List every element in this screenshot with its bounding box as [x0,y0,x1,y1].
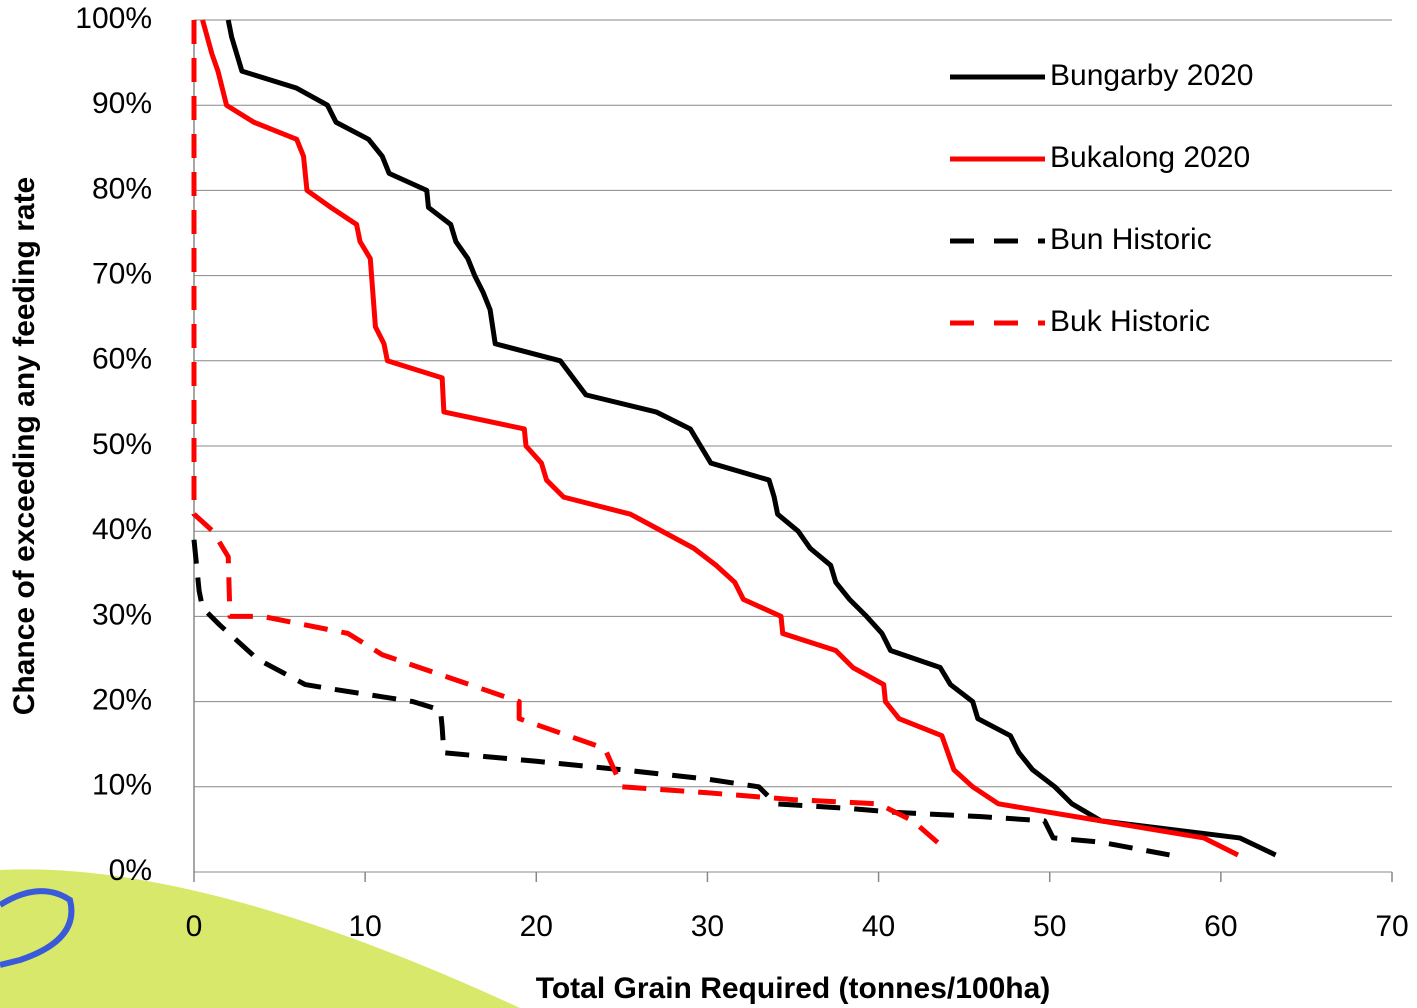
x-tick-label: 10 [348,910,381,943]
y-axis-title: Chance of exceeding any feeding rate [8,177,41,716]
series-line [225,19,1277,858]
y-tick-label: 90% [92,87,152,120]
x-tick-label: 0 [186,910,203,943]
legend-label: Bun Historic [1050,223,1212,256]
y-tick-label: 30% [92,598,152,631]
y-tick-label: 100% [75,2,152,35]
x-axis-title: Total Grain Required (tonnes/100ha) [536,972,1051,1005]
slide-scribble [0,888,75,968]
y-tick-label: 80% [92,172,152,205]
x-tick-label: 60 [1204,910,1237,943]
x-tick-label: 50 [1033,910,1066,943]
series-line [191,539,1170,858]
legend-label: Buk Historic [1050,305,1210,338]
y-tick-label: 10% [92,769,152,802]
y-tick-label: 60% [92,343,152,376]
x-tick-label: 20 [520,910,553,943]
legend-label: Bukalong 2020 [1050,141,1250,174]
x-tick-label: 70 [1375,910,1408,943]
series-line [191,20,949,853]
slide-decoration [0,869,520,1008]
x-tick-label: 40 [862,910,895,943]
y-tick-label: 0% [109,854,152,887]
x-tick-label: 30 [691,910,724,943]
y-tick-label: 40% [92,513,152,546]
y-tick-label: 70% [92,258,152,291]
y-tick-label: 20% [92,684,152,717]
series-line [200,19,1240,858]
y-tick-label: 50% [92,428,152,461]
legend-label: Bungarby 2020 [1050,59,1254,92]
